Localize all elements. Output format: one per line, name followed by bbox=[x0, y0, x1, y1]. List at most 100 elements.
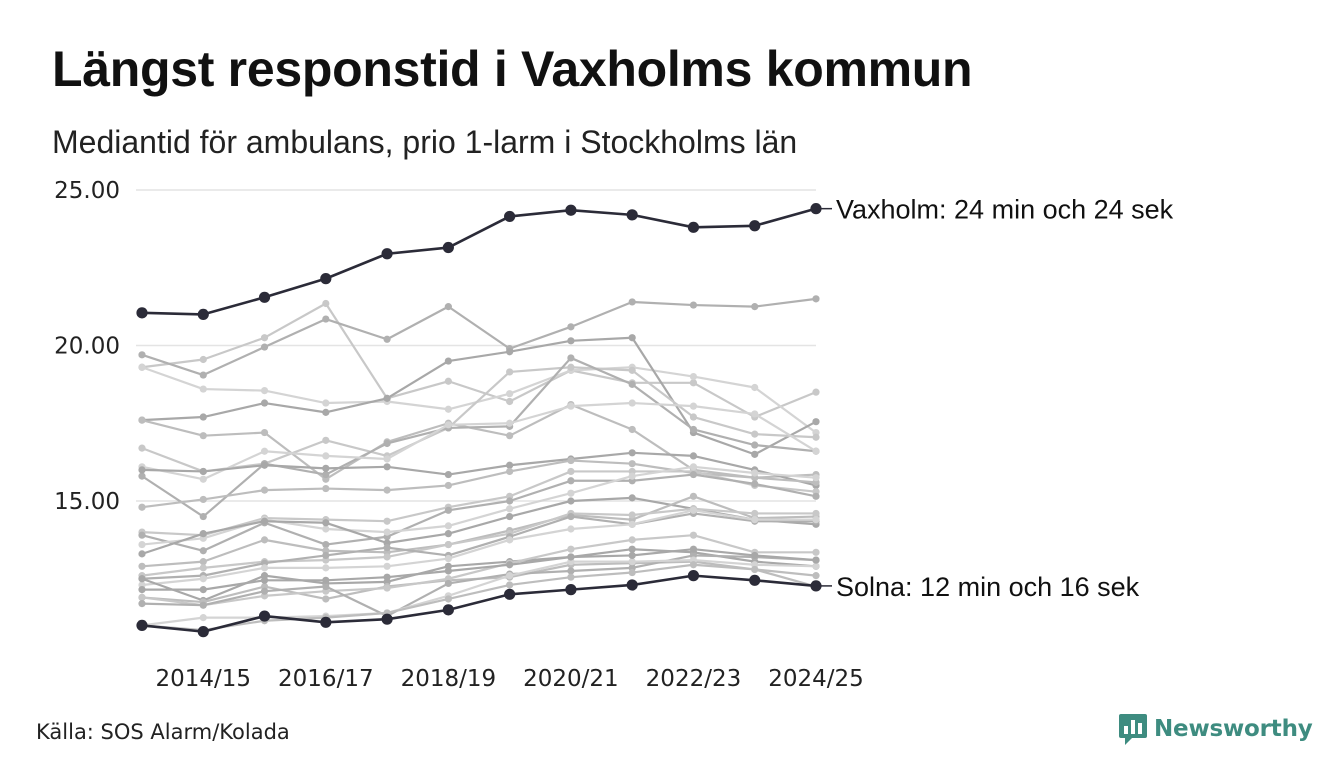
data-point bbox=[260, 564, 269, 572]
data-point bbox=[812, 548, 820, 556]
highlight-point bbox=[442, 604, 454, 616]
data-point bbox=[383, 573, 391, 581]
data-point bbox=[689, 463, 698, 471]
data-point bbox=[322, 576, 330, 584]
x-tick-label: 2016/17 bbox=[278, 666, 374, 692]
data-point bbox=[138, 472, 146, 480]
data-point bbox=[628, 545, 636, 553]
data-point bbox=[689, 561, 698, 569]
data-point bbox=[322, 484, 330, 493]
data-point bbox=[567, 337, 575, 345]
data-point bbox=[812, 562, 820, 570]
highlight-point bbox=[320, 273, 332, 285]
data-point bbox=[567, 489, 575, 497]
series-path bbox=[141, 563, 817, 632]
data-point bbox=[322, 436, 330, 444]
data-point bbox=[506, 536, 514, 544]
data-point bbox=[260, 486, 269, 494]
highlight-line-solna bbox=[136, 570, 822, 638]
data-point bbox=[812, 388, 820, 396]
data-point bbox=[260, 587, 269, 595]
data-point bbox=[628, 494, 636, 502]
data-point bbox=[751, 509, 759, 518]
series-path bbox=[141, 495, 817, 568]
data-point bbox=[322, 464, 330, 472]
data-point bbox=[199, 413, 207, 421]
data-point bbox=[383, 584, 391, 592]
data-point bbox=[812, 474, 820, 482]
x-tick-label: 2022/23 bbox=[646, 666, 742, 692]
highlight-point bbox=[320, 616, 332, 628]
data-point bbox=[812, 433, 820, 441]
data-point bbox=[199, 495, 207, 504]
series-line bbox=[138, 531, 820, 609]
series-line bbox=[138, 470, 820, 555]
series-path bbox=[141, 534, 816, 607]
data-point bbox=[812, 492, 820, 500]
series-line bbox=[138, 295, 820, 379]
data-point bbox=[506, 390, 514, 398]
data-point bbox=[506, 512, 514, 521]
data-point bbox=[751, 516, 759, 524]
data-point bbox=[444, 540, 452, 549]
data-point bbox=[751, 450, 759, 458]
y-tick-label: 25.00 bbox=[54, 178, 120, 204]
data-point bbox=[628, 568, 636, 577]
data-point bbox=[628, 399, 636, 407]
data-point bbox=[689, 373, 698, 381]
data-point bbox=[260, 343, 269, 351]
data-point bbox=[689, 425, 698, 434]
data-point bbox=[689, 506, 698, 514]
data-point bbox=[444, 567, 452, 575]
x-tick-label: 2014/15 bbox=[155, 666, 251, 692]
x-tick-label: 2020/21 bbox=[523, 666, 619, 692]
series-path bbox=[141, 401, 817, 481]
data-point bbox=[444, 579, 452, 588]
data-point bbox=[567, 363, 575, 371]
data-point bbox=[199, 385, 207, 393]
source-note: Källa: SOS Alarm/Kolada bbox=[36, 720, 290, 744]
data-point bbox=[628, 425, 636, 434]
data-point bbox=[322, 470, 330, 479]
data-point bbox=[383, 486, 391, 494]
data-point bbox=[138, 363, 146, 371]
series-path bbox=[141, 554, 817, 618]
data-point bbox=[567, 545, 575, 553]
series-path bbox=[141, 403, 817, 481]
data-point bbox=[506, 461, 514, 469]
highlight-point bbox=[565, 584, 577, 596]
chart-title: Längst responstid i Vaxholms kommun bbox=[52, 41, 973, 97]
series-path bbox=[141, 336, 817, 456]
end-label-vaxholm: Vaxholm: 24 min och 24 sek bbox=[836, 195, 1174, 225]
data-point bbox=[812, 509, 820, 518]
data-point bbox=[138, 416, 146, 424]
data-point bbox=[138, 351, 146, 359]
data-point bbox=[260, 517, 269, 525]
series-path bbox=[141, 512, 816, 580]
data-point bbox=[751, 303, 759, 311]
series-path bbox=[141, 297, 817, 377]
highlight-point bbox=[565, 204, 577, 216]
data-point bbox=[444, 554, 452, 563]
data-point bbox=[322, 564, 330, 572]
series-line bbox=[138, 545, 820, 605]
data-point bbox=[751, 469, 759, 477]
data-point bbox=[689, 301, 698, 309]
highlight-point bbox=[749, 574, 761, 586]
newsworthy-logo: Newsworthy bbox=[1118, 712, 1313, 746]
gridlines bbox=[136, 189, 816, 502]
highlight-point bbox=[197, 308, 209, 320]
data-point bbox=[138, 562, 146, 570]
data-point bbox=[812, 447, 820, 455]
data-point bbox=[567, 573, 575, 581]
data-point bbox=[628, 449, 636, 457]
data-point bbox=[812, 295, 820, 303]
data-point bbox=[260, 461, 269, 469]
data-point bbox=[383, 463, 391, 471]
data-point bbox=[628, 380, 636, 388]
series-line bbox=[138, 506, 820, 589]
data-point bbox=[751, 410, 759, 418]
data-point bbox=[567, 467, 575, 476]
data-point bbox=[628, 366, 636, 374]
data-point bbox=[444, 357, 452, 365]
